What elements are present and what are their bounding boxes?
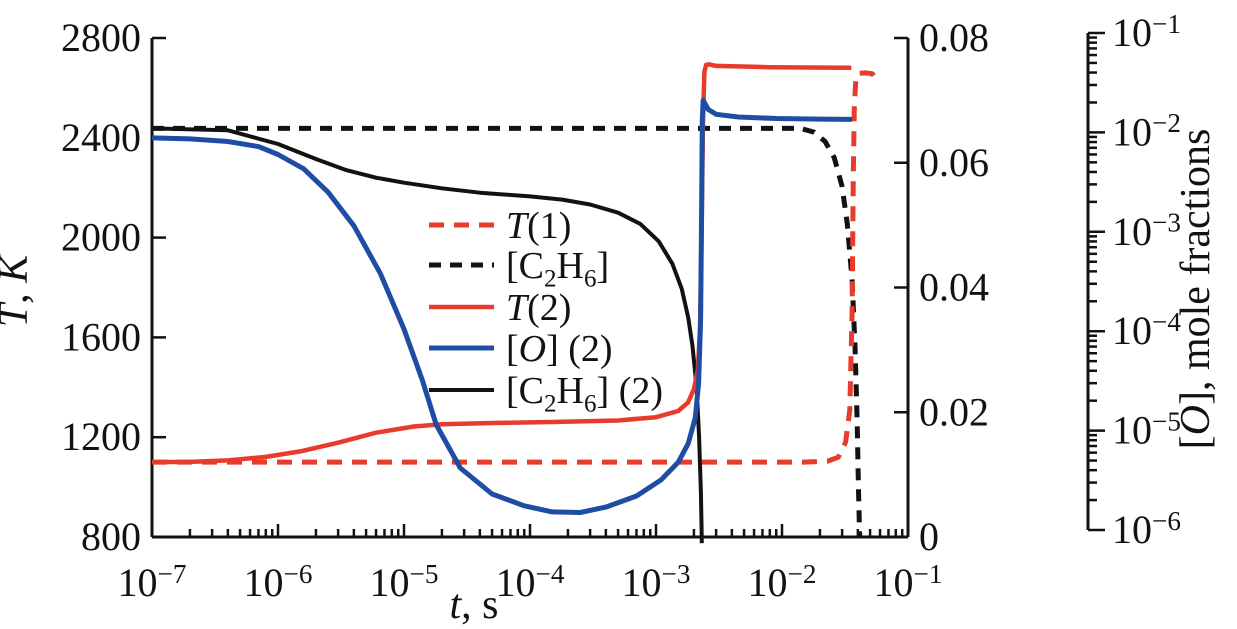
legend-item-t1: T(1): [429, 205, 571, 247]
tick-label: 10−2: [1112, 108, 1181, 154]
tick-label: 0.08: [919, 15, 989, 60]
tick-label: 1200: [61, 414, 141, 459]
tick-label: 0.06: [919, 140, 989, 185]
legend: T(1)[C2H6]T(2)[O] (2)[C2H6] (2): [429, 205, 663, 417]
o-log-axis: 10−1 10−2 10−3 10−4 10−5 10−6 [O], mole fracti…: [1086, 9, 1219, 552]
tick-label: 10−5: [1112, 406, 1181, 452]
legend-label: T(1): [506, 205, 571, 247]
legend-item-c2h6-1: [C2H6]: [429, 245, 609, 292]
tick-label: 10−2: [748, 559, 817, 605]
left-axis: 2800 2400 2000 1600 1200 800 T, K: [0, 15, 166, 559]
axis-title: T, K: [0, 253, 37, 327]
right-axis: 0.08 0.06 0.04 0.02 0: [894, 15, 989, 559]
tick-label: 2800: [61, 15, 141, 60]
tick-label: 10−4: [496, 559, 565, 605]
axis-title: [O], mole fractions: [1173, 129, 1219, 450]
axis-title: t, s: [449, 582, 498, 628]
tick-label: 2400: [61, 115, 141, 160]
series-group: [151, 62, 879, 544]
series-c2h6-1: [152, 125, 863, 538]
x-axis: 10−7 10−6 10−5 10−4 10−3 10−2 10−1 t, s: [118, 524, 943, 628]
tick-label: 800: [81, 514, 141, 559]
tick-label: 10−1: [874, 559, 943, 605]
tick-label: 10−4: [1112, 307, 1181, 353]
legend-label: [C2H6]: [506, 245, 609, 292]
legend-item-o-2: [O] (2): [429, 328, 613, 370]
legend-item-c2h6-2: [C2H6] (2): [429, 370, 663, 417]
legend-label: [O] (2): [506, 328, 613, 370]
series-c2h6-2: [151, 126, 704, 544]
series-t1: [152, 70, 879, 465]
tick-label: 10−6: [1112, 506, 1181, 552]
tick-label: 10−3: [1112, 208, 1181, 254]
tick-label: 10−6: [244, 559, 313, 605]
legend-label: T(2): [506, 287, 571, 329]
tick-label: 10−1: [1112, 9, 1181, 55]
tick-label: 1600: [61, 314, 141, 359]
tick-label: 10−3: [622, 559, 691, 605]
tick-label: 2000: [61, 215, 141, 260]
legend-item-t2: T(2): [429, 287, 571, 329]
tick-label: 0.02: [919, 389, 989, 434]
tick-label: 0: [919, 514, 939, 559]
tick-label: 10−7: [118, 559, 187, 605]
series-o-2: [151, 97, 853, 515]
series-t2: [151, 62, 852, 465]
legend-label: [C2H6] (2): [506, 370, 663, 417]
tick-label: 10−5: [370, 559, 439, 605]
tick-label: 0.04: [919, 265, 989, 310]
